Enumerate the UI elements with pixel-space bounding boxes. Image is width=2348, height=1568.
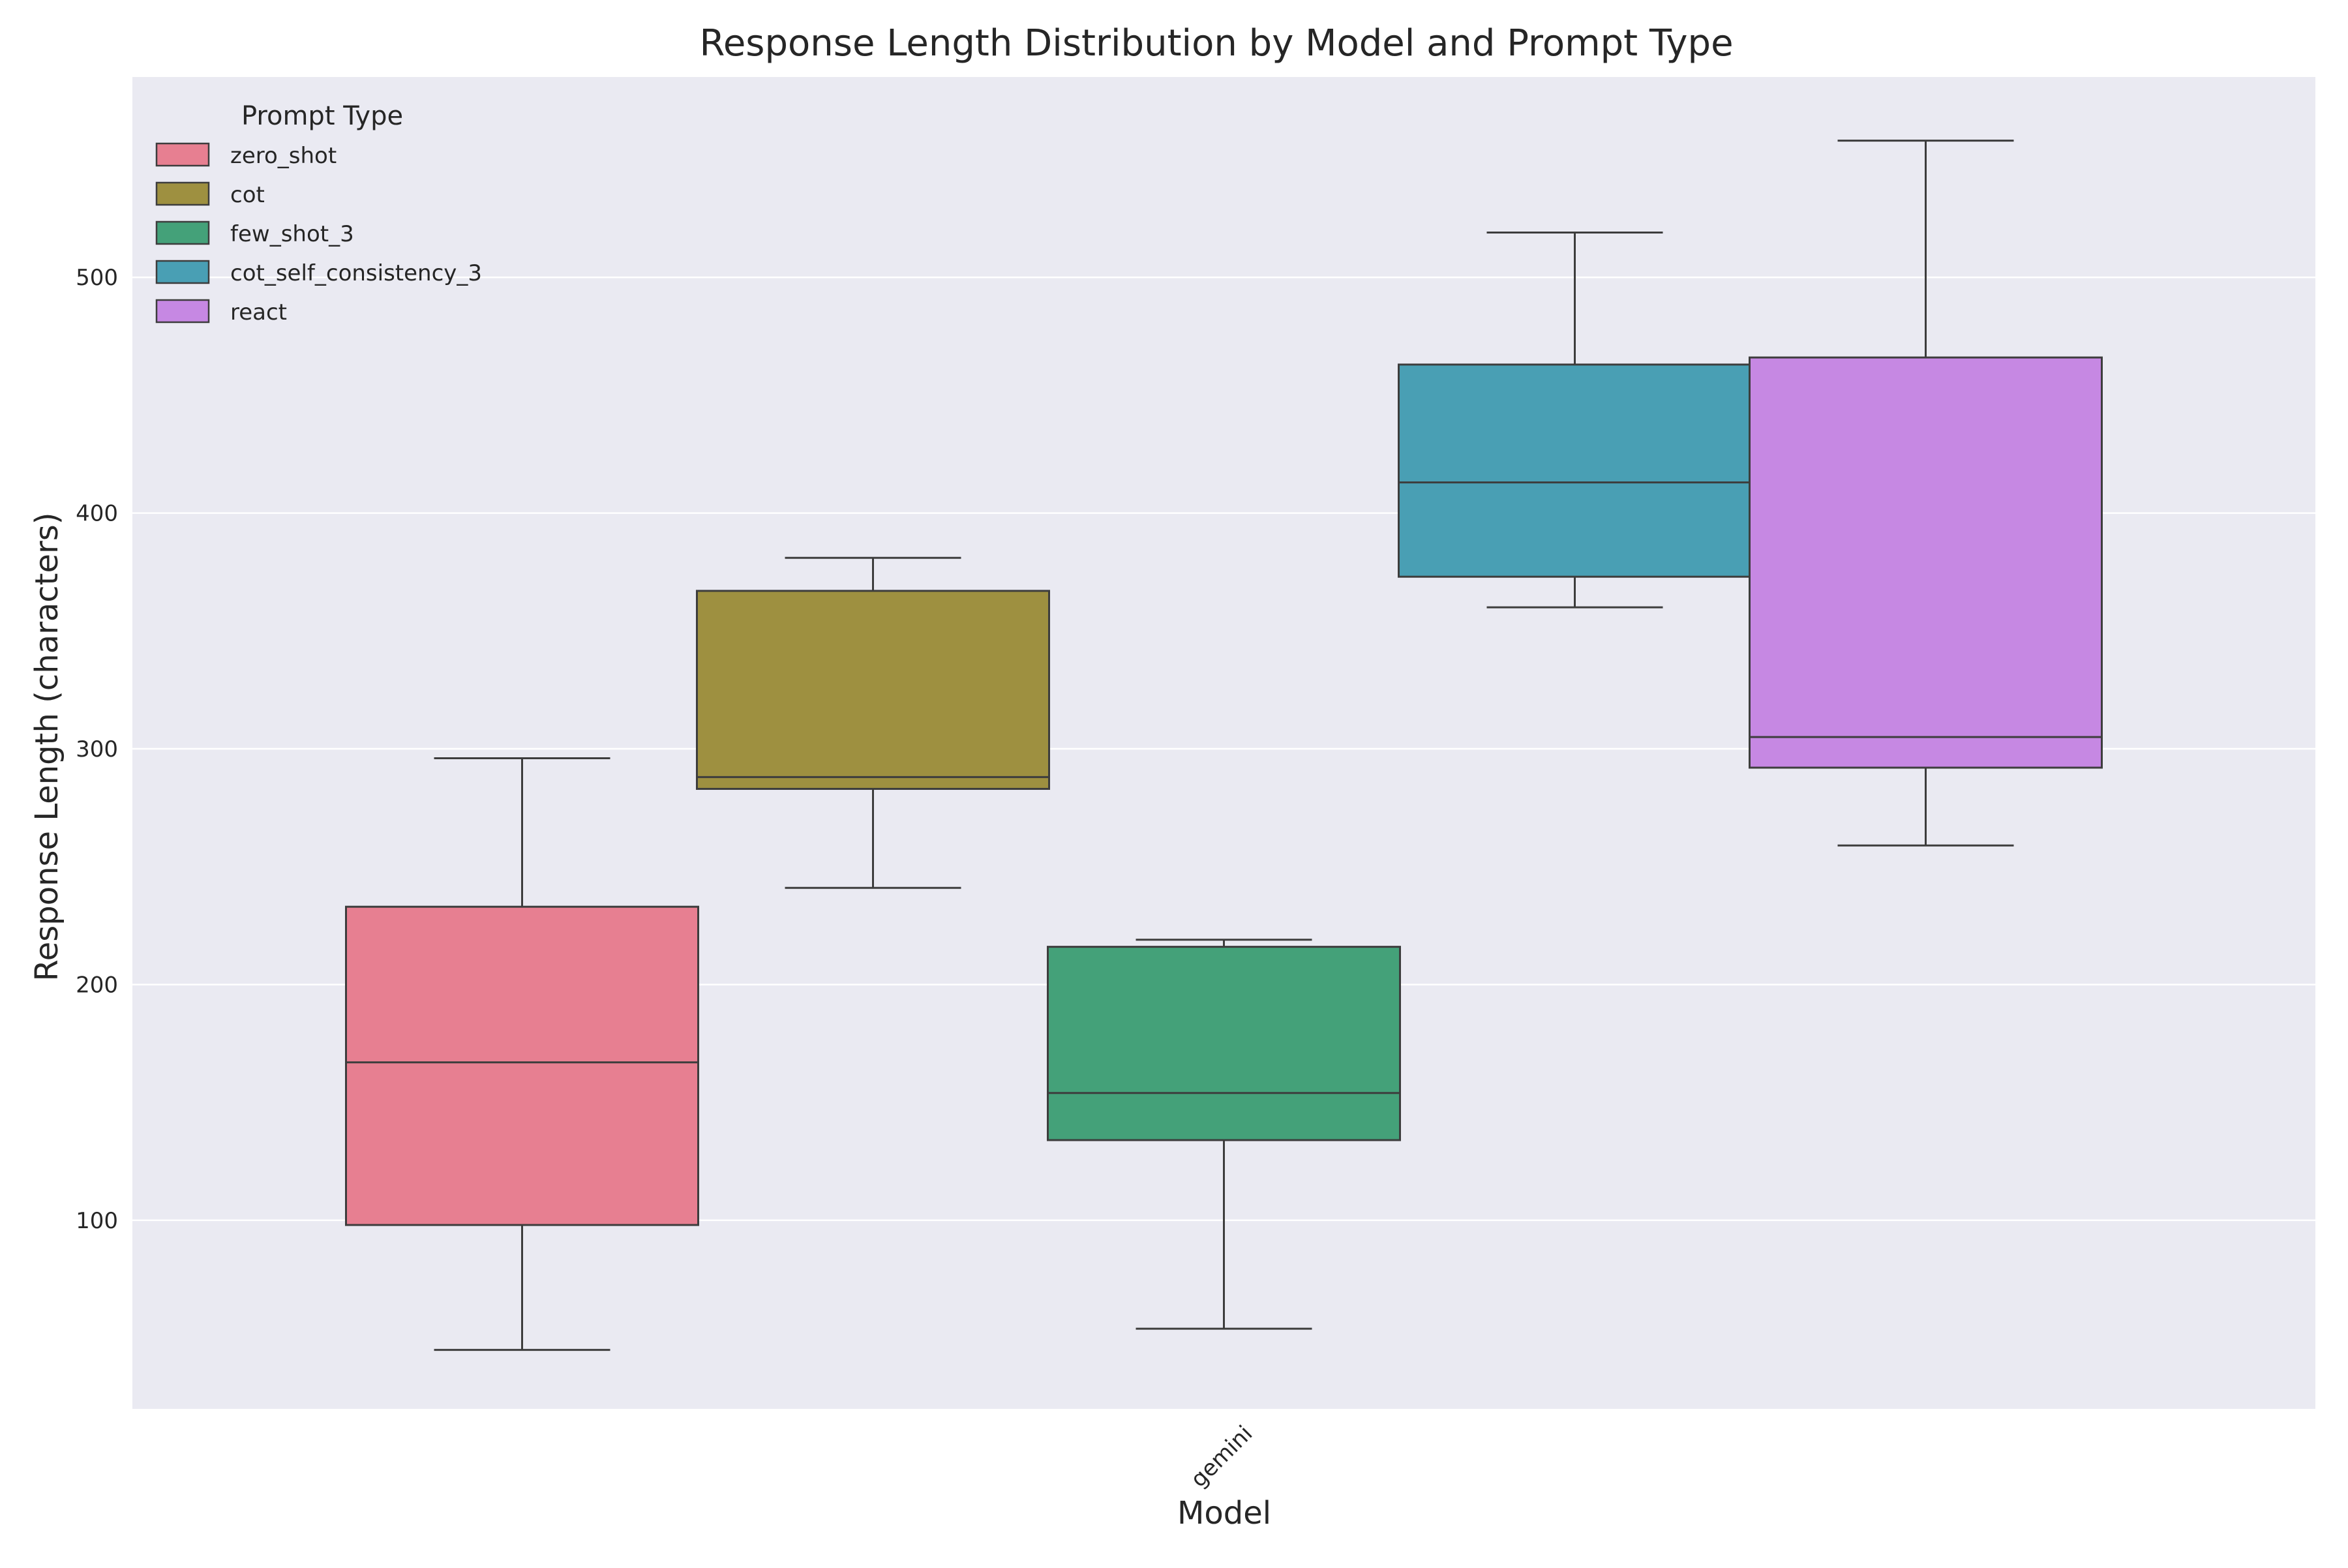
y-axis-label: Response Length (characters) — [29, 513, 65, 982]
legend-item-react: react — [155, 299, 287, 325]
legend-item-cot: cot — [155, 181, 265, 208]
legend-title: Prompt Type — [241, 101, 403, 131]
box-react — [1749, 140, 2103, 847]
box-cot_self_consistency_3 — [1398, 232, 1752, 609]
iqr-box — [1749, 356, 2103, 769]
iqr-box — [1398, 363, 1752, 578]
legend-swatch — [155, 142, 210, 167]
y-tick-label: 100 — [76, 1208, 118, 1234]
x-axis-label: Model — [1177, 1495, 1271, 1531]
y-tick-label: 400 — [76, 501, 118, 527]
y-tick-label: 300 — [76, 736, 118, 762]
box-few_shot_3 — [1047, 939, 1401, 1330]
legend-swatch — [155, 299, 210, 324]
legend-label: react — [230, 299, 287, 325]
legend-swatch — [155, 260, 210, 284]
legend-label: zero_shot — [230, 143, 337, 169]
legend-label: cot — [230, 182, 265, 208]
box-cot — [696, 556, 1050, 889]
y-tick-label: 500 — [76, 265, 118, 291]
chart-title: Response Length Distribution by Model an… — [699, 22, 1733, 65]
legend-swatch — [155, 181, 210, 206]
legend-swatch — [155, 220, 210, 245]
legend-label: cot_self_consistency_3 — [230, 260, 482, 286]
iqr-box — [345, 905, 699, 1226]
legend-item-few_shot_3: few_shot_3 — [155, 220, 354, 247]
legend-item-zero_shot: zero_shot — [155, 142, 337, 169]
iqr-box — [1047, 946, 1401, 1141]
box-zero_shot — [345, 757, 699, 1351]
y-tick-label: 200 — [76, 972, 118, 998]
box-series — [345, 140, 2103, 1351]
legend-item-cot_self_consistency_3: cot_self_consistency_3 — [155, 260, 482, 286]
legend-label: few_shot_3 — [230, 221, 354, 247]
iqr-box — [696, 590, 1050, 790]
